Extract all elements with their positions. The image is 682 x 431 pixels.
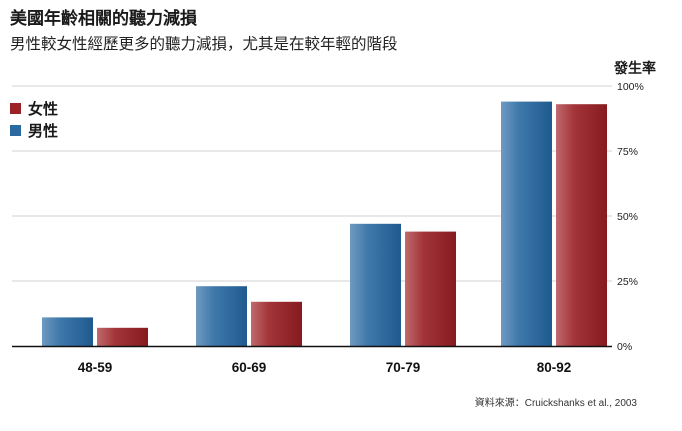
x-tick-label-60-69: 60-69 <box>232 360 267 375</box>
legend-swatch-male <box>10 124 21 136</box>
bar-female-80-92 <box>556 104 607 346</box>
y-tick-label-100: 100% <box>617 81 644 93</box>
legend-swatch-female <box>10 102 21 114</box>
chart-title: 美國年齡相關的聽力減損 <box>10 9 197 29</box>
bar-female-48-59 <box>97 327 148 346</box>
bar-male-80-92 <box>501 101 552 346</box>
legend-label-female: 女性 <box>28 99 59 118</box>
legend-item-female: 女性 <box>10 97 58 119</box>
y-tick-label-0: 0% <box>617 341 632 353</box>
x-tick-label-80-92: 80-92 <box>537 360 572 375</box>
y-tick-label-75: 75% <box>617 146 638 158</box>
y-tick-label-25: 25% <box>617 276 638 288</box>
y-tick-label-50: 50% <box>617 211 638 223</box>
bar-female-60-69 <box>251 301 302 346</box>
legend-item-male: 男性 <box>10 119 58 141</box>
bar-male-48-59 <box>42 317 93 346</box>
source-note: 資料來源：Cruickshanks et al., 2003 <box>474 398 637 409</box>
legend: 女性 男性 <box>10 97 58 141</box>
legend-label-male: 男性 <box>28 121 59 140</box>
x-tick-label-70-79: 70-79 <box>386 360 421 375</box>
bar-male-70-79 <box>350 223 401 346</box>
chart-subtitle: 男性較女性經歷更多的聽力減損，尤其是在較年輕的階段 <box>10 35 398 53</box>
y-axis-label: 發生率 <box>614 61 656 77</box>
bar-male-60-69 <box>196 286 247 346</box>
x-tick-label-48-59: 48-59 <box>78 360 113 375</box>
bar-female-70-79 <box>405 231 456 346</box>
